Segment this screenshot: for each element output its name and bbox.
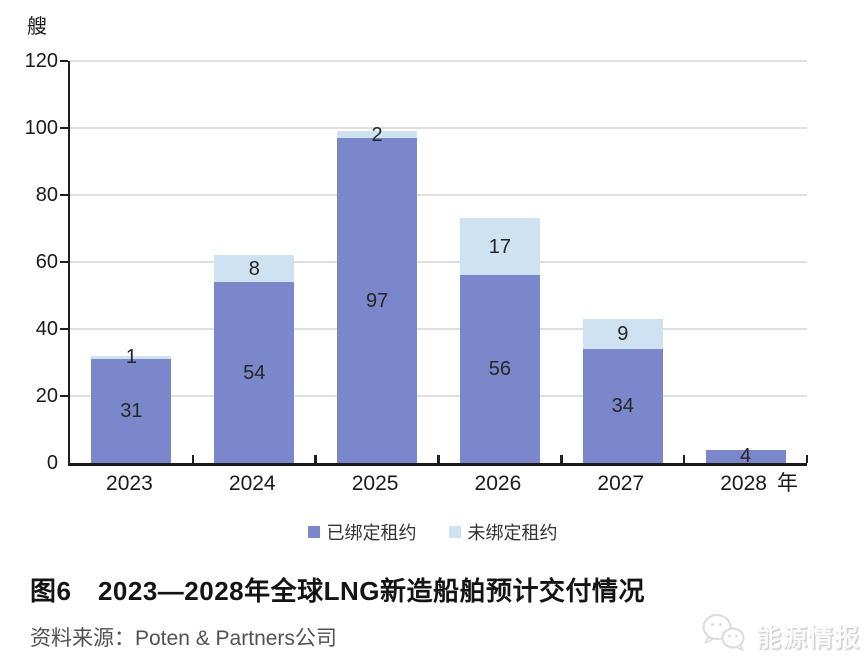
x-axis-unit-label: 年 xyxy=(777,472,798,495)
x-axis-category-label: 2028 xyxy=(720,472,767,495)
y-axis-tick-label: 20 xyxy=(35,385,58,407)
gridline xyxy=(70,261,807,263)
bar-segment xyxy=(214,282,295,463)
bar-value-label: 1 xyxy=(125,346,137,369)
legend-swatch xyxy=(448,526,461,538)
gridline xyxy=(70,395,807,397)
y-axis-tick xyxy=(59,327,68,331)
source-note: 资料来源：Poten & Partners公司 xyxy=(30,627,337,650)
bar-segment xyxy=(337,138,418,463)
y-axis-tick-label: 80 xyxy=(35,184,58,206)
gridline xyxy=(70,328,807,330)
x-axis-tick xyxy=(682,455,686,463)
x-axis-category-label: 2023 xyxy=(106,472,153,495)
y-axis-tick-label: 0 xyxy=(46,452,58,474)
bar-value-label: 97 xyxy=(365,289,389,312)
bar-value-label: 34 xyxy=(611,395,634,418)
x-axis-tick xyxy=(191,455,195,463)
x-axis-tick xyxy=(314,455,317,463)
bar-segment xyxy=(214,255,295,283)
chat-bubbles-icon xyxy=(700,612,748,659)
chart-legend: 已绑定租约 未绑定租约 xyxy=(0,519,865,545)
legend-swatch xyxy=(307,526,320,538)
x-axis-category-label: 2027 xyxy=(597,472,645,495)
stacked-bar-chart: 31 1 54 8 97 2 56 17 34 9 4 年 0 20 40 60 80 100 120 2023 2… xyxy=(24,50,809,495)
bar-segment xyxy=(582,349,663,463)
x-axis-category-label: 2025 xyxy=(351,472,399,495)
legend-item: 未绑定租约 xyxy=(448,519,558,545)
bar-segment xyxy=(459,275,540,463)
bar-segment xyxy=(91,359,172,463)
legend-label: 未绑定租约 xyxy=(467,523,558,543)
bar-value-label: 2 xyxy=(371,123,383,146)
y-axis-unit-label: 艘 xyxy=(27,16,47,38)
gridline xyxy=(70,194,807,196)
y-axis-tick xyxy=(59,394,68,398)
watermark-text: 能源情报 xyxy=(756,623,861,652)
bar-segment xyxy=(582,318,663,350)
bar-segment xyxy=(705,449,786,463)
bar-value-label: 4 xyxy=(740,445,752,468)
gridline xyxy=(70,127,807,129)
figure-caption: 图6 2023—2028年全球LNG新造船舶预计交付情况 xyxy=(30,576,646,606)
x-axis-tick xyxy=(805,455,809,463)
publisher-watermark: 能源情报 xyxy=(700,612,860,659)
legend-label: 已绑定租约 xyxy=(326,523,417,543)
x-axis-category-label: 2026 xyxy=(474,472,522,495)
plot-area: 31 1 54 8 97 2 56 17 34 9 4 xyxy=(59,59,809,468)
bar-value-label: 17 xyxy=(488,235,512,258)
x-axis-tick xyxy=(437,455,440,463)
y-axis-tick-label: 120 xyxy=(24,50,58,72)
y-axis-tick xyxy=(59,59,68,63)
y-axis-tick-label: 60 xyxy=(35,251,58,273)
x-axis-category-label: 2024 xyxy=(228,472,276,495)
y-axis-tick xyxy=(59,193,68,197)
y-axis-tick-label: 100 xyxy=(24,117,58,139)
bar-segment xyxy=(91,355,172,360)
bar-value-label: 56 xyxy=(488,358,512,381)
bar-value-label: 31 xyxy=(120,400,143,423)
y-axis-tick xyxy=(59,260,68,264)
y-axis-tick xyxy=(59,126,68,130)
bar-segment xyxy=(337,131,418,139)
y-axis-tick-label: 40 xyxy=(35,318,58,340)
bar-value-label: 54 xyxy=(243,361,266,384)
bar-value-label: 8 xyxy=(248,257,260,280)
legend-item: 已绑定租约 xyxy=(307,519,417,545)
x-axis-tick xyxy=(560,455,563,463)
bar-segment xyxy=(459,218,540,276)
bar-value-label: 9 xyxy=(617,323,629,346)
gridline xyxy=(70,60,807,62)
